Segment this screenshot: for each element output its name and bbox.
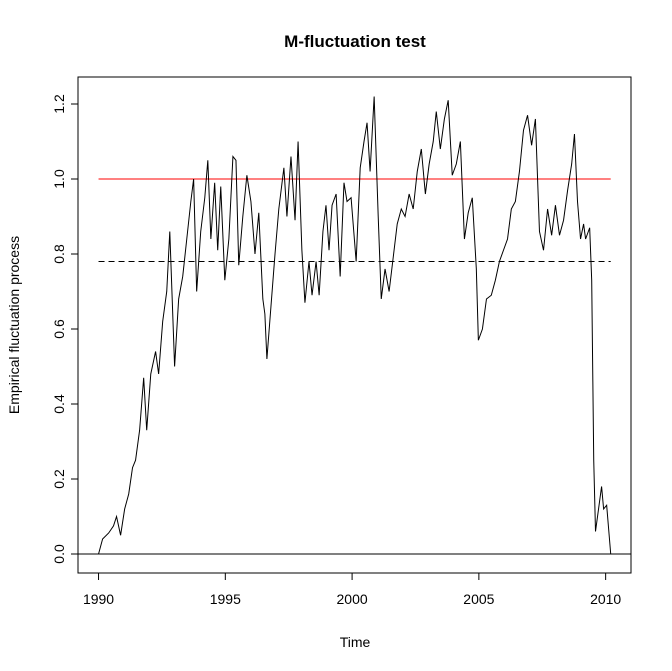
y-tick-label: 1.0 xyxy=(51,169,67,189)
y-axis-label: Empirical fluctuation process xyxy=(6,236,22,414)
plot-box xyxy=(77,76,632,574)
x-tick-label: 2010 xyxy=(590,591,621,607)
x-tick-label: 2005 xyxy=(463,591,494,607)
y-tick-label: 0.2 xyxy=(51,469,67,489)
x-tick-label: 1995 xyxy=(210,591,241,607)
y-tick-label: 0.6 xyxy=(51,319,67,339)
x-axis-label: Time xyxy=(340,634,371,650)
y-tick-label: 0.0 xyxy=(51,544,67,564)
y-tick-label: 0.4 xyxy=(51,394,67,414)
x-tick-label: 1990 xyxy=(83,591,114,607)
y-tick-label: 0.8 xyxy=(51,244,67,264)
x-tick-label: 2000 xyxy=(337,591,368,607)
y-tick-label: 1.2 xyxy=(51,94,67,114)
series-line xyxy=(98,96,612,555)
chart-title: M-fluctuation test xyxy=(284,32,426,51)
